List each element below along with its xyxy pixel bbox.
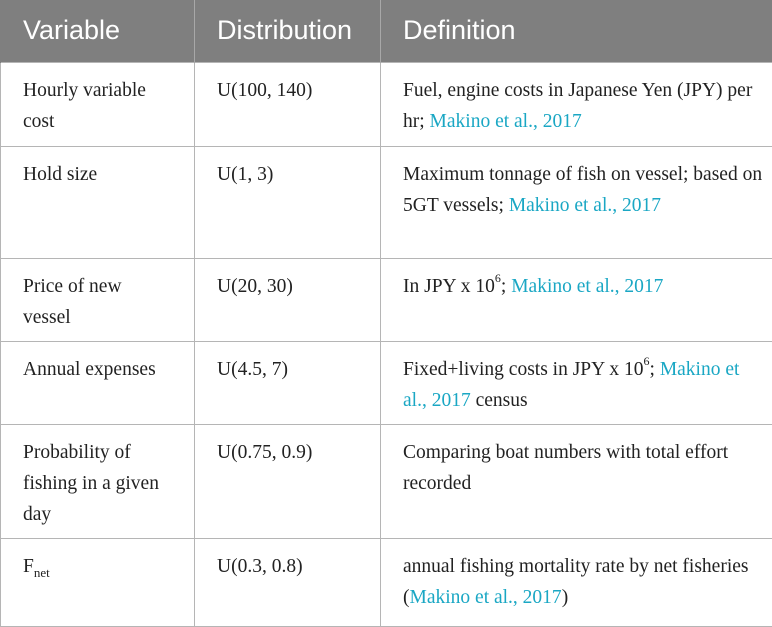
citation-link[interactable]: Makino et al., 2017 <box>410 587 562 608</box>
cell-distribution: U(4.5, 7) <box>195 341 381 424</box>
header-definition: Definition <box>381 0 772 62</box>
cell-distribution: U(20, 30) <box>195 258 381 341</box>
cell-distribution: U(100, 140) <box>195 62 381 146</box>
citation-link[interactable]: Makino et al., 2017 <box>430 111 582 132</box>
cell-distribution: U(0.3, 0.8) <box>195 538 381 626</box>
definition-text: In JPY x 10 <box>403 276 495 297</box>
exponent: 6 <box>644 354 650 368</box>
cell-variable: Fnet <box>1 538 195 626</box>
cell-distribution: U(0.75, 0.9) <box>195 424 381 538</box>
cell-variable: Price of new vessel <box>1 258 195 341</box>
header-variable: Variable <box>1 0 195 62</box>
cell-definition: Comparing boat numbers with total effort… <box>381 424 772 538</box>
cell-definition: In JPY x 106; Makino et al., 2017 <box>381 258 772 341</box>
exponent: 6 <box>495 271 501 285</box>
cell-variable: Hold size <box>1 146 195 258</box>
citation-link[interactable]: Makino et al., 2017 <box>511 276 663 297</box>
table-row: Fnet U(0.3, 0.8) annual fishing mortalit… <box>1 538 772 626</box>
header-distribution: Distribution <box>195 0 381 62</box>
table-row: Price of new vessel U(20, 30) In JPY x 1… <box>1 258 772 341</box>
cell-variable: Annual expenses <box>1 341 195 424</box>
table-row: Hourly variable cost U(100, 140) Fuel, e… <box>1 62 772 146</box>
definition-text: Fixed+living costs in JPY x 10 <box>403 359 644 380</box>
cell-definition: annual fishing mortality rate by net fis… <box>381 538 772 626</box>
header-row: Variable Distribution Definition <box>1 0 772 62</box>
cell-variable: Probability of fishing in a given day <box>1 424 195 538</box>
cell-distribution: U(1, 3) <box>195 146 381 258</box>
table-row: Probability of fishing in a given day U(… <box>1 424 772 538</box>
table-row: Hold size U(1, 3) Maximum tonnage of fis… <box>1 146 772 258</box>
citation-link[interactable]: Makino et al., 2017 <box>509 195 661 216</box>
cell-definition: Maximum tonnage of fish on vessel; based… <box>381 146 772 258</box>
cell-variable: Hourly variable cost <box>1 62 195 146</box>
cell-definition: Fixed+living costs in JPY x 106; Makino … <box>381 341 772 424</box>
cell-definition: Fuel, engine costs in Japanese Yen (JPY)… <box>381 62 772 146</box>
table-row: Annual expenses U(4.5, 7) Fixed+living c… <box>1 341 772 424</box>
subscript: net <box>34 564 50 579</box>
